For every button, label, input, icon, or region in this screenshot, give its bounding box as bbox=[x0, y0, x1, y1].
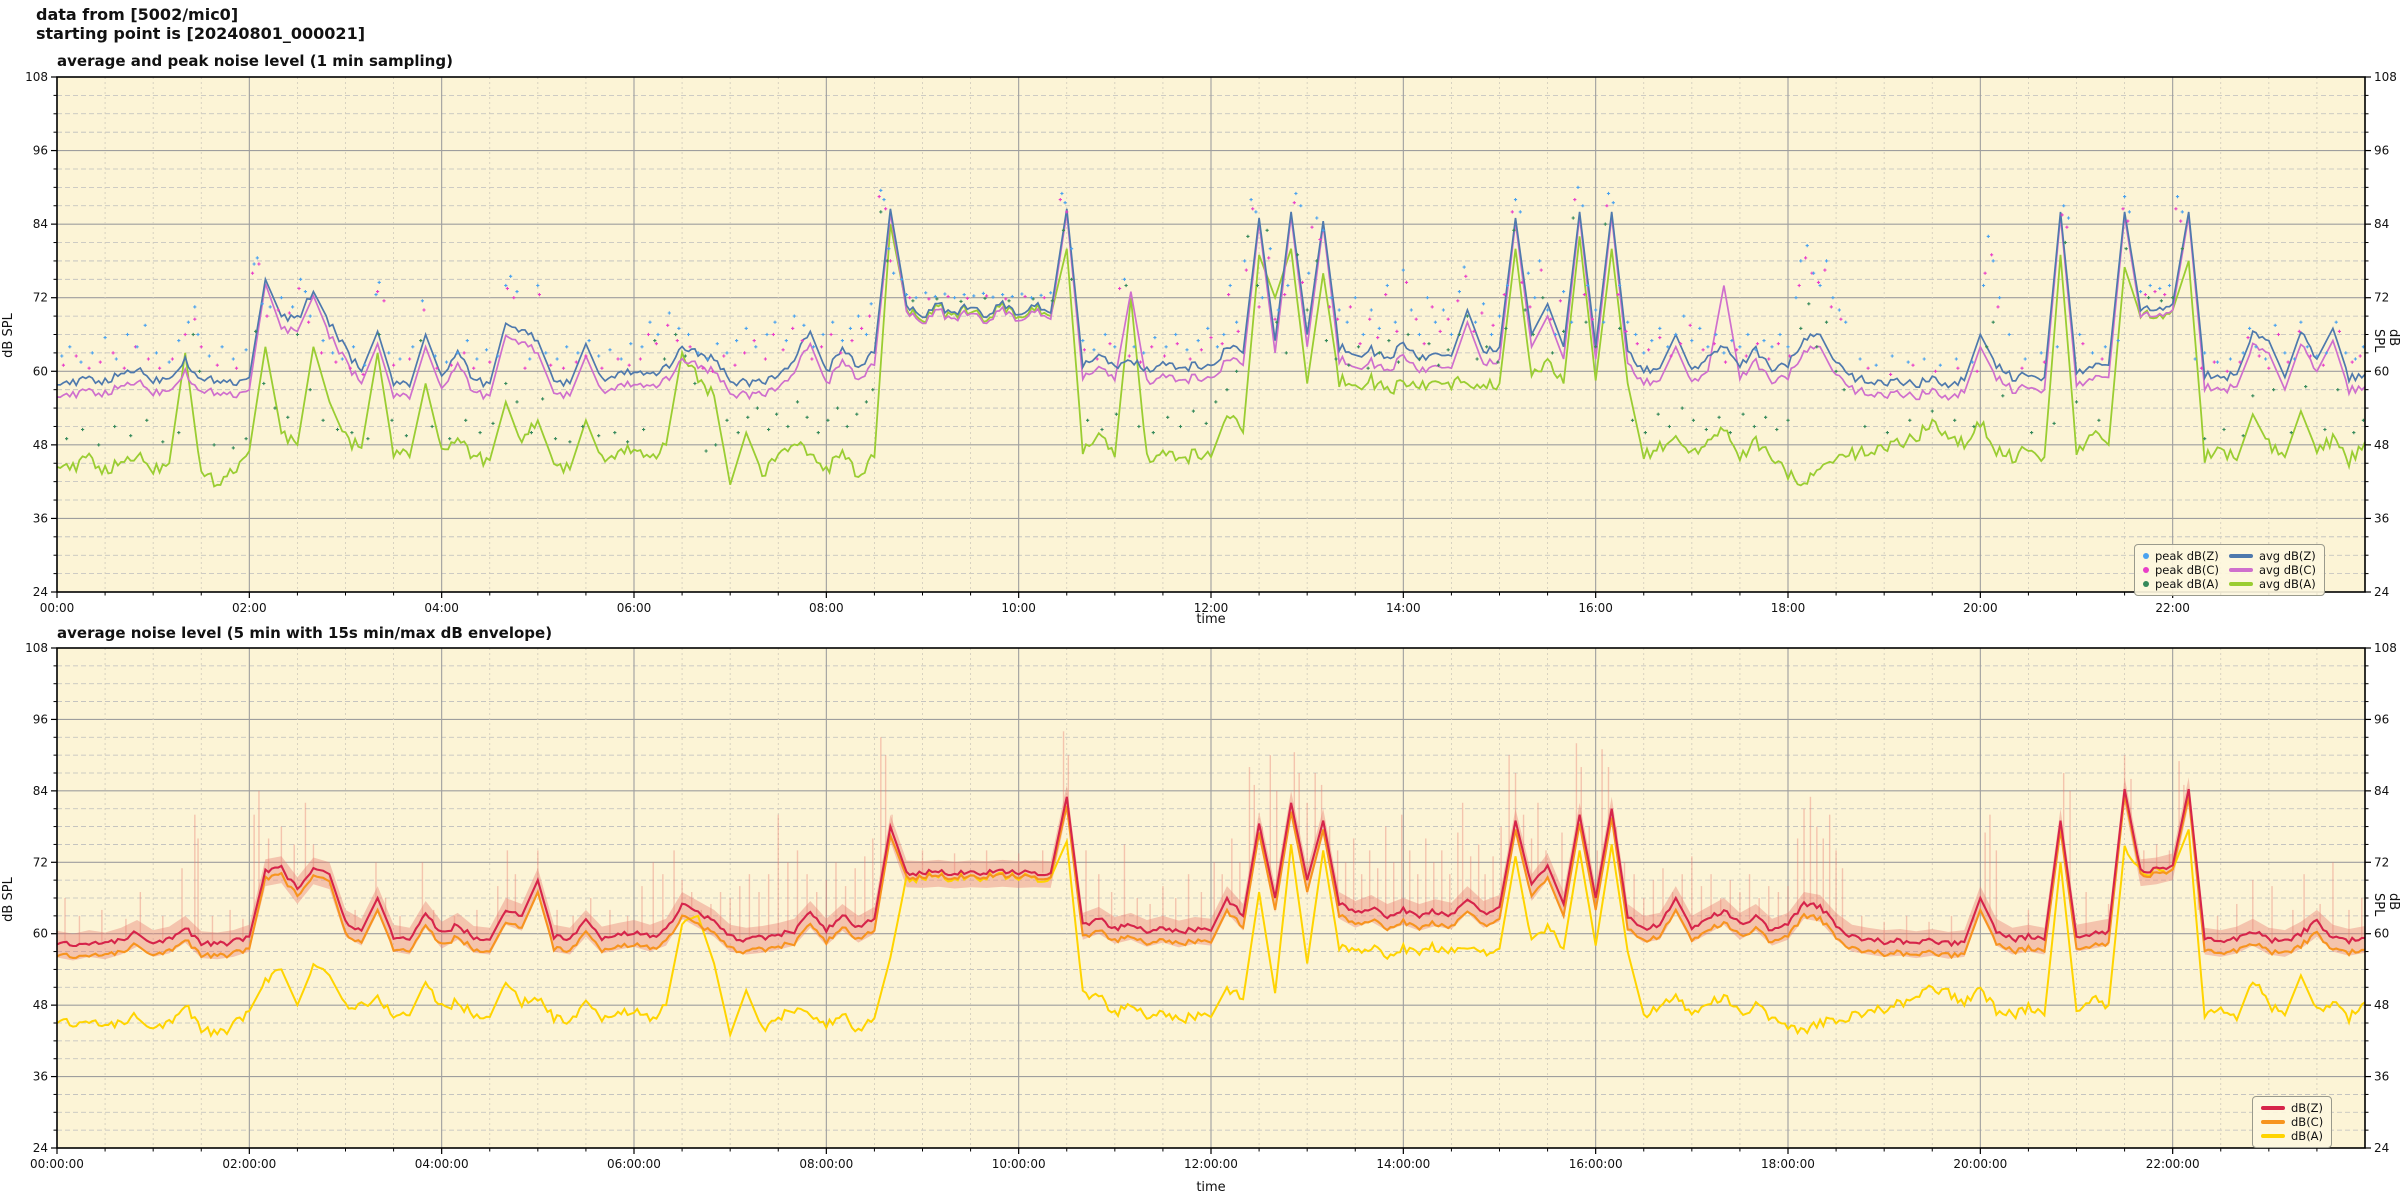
svg-text:06:00: 06:00 bbox=[617, 601, 652, 615]
svg-text:60: 60 bbox=[33, 364, 48, 378]
svg-text:08:00: 08:00 bbox=[809, 601, 844, 615]
header-line-1: data from [5002/mic0] bbox=[36, 5, 239, 24]
svg-text:24: 24 bbox=[33, 1141, 48, 1155]
legend-item-peak-z: peak dB(Z) bbox=[2143, 549, 2219, 563]
svg-text:12:00: 12:00 bbox=[1194, 601, 1229, 615]
bottom-legend: dB(Z) dB(C) dB(A) bbox=[2252, 1096, 2333, 1148]
svg-text:16:00: 16:00 bbox=[1578, 601, 1613, 615]
svg-text:72: 72 bbox=[33, 855, 48, 869]
svg-text:60: 60 bbox=[2374, 364, 2389, 378]
top-legend: peak dB(Z) peak dB(C) peak dB(A) avg dB(… bbox=[2134, 544, 2325, 596]
legend-label: peak dB(C) bbox=[2155, 563, 2219, 577]
svg-text:24: 24 bbox=[2374, 585, 2389, 599]
svg-text:96: 96 bbox=[2374, 144, 2389, 158]
svg-text:48: 48 bbox=[33, 998, 48, 1012]
bottom-yaxis-label-left: dB SPL bbox=[0, 877, 16, 922]
svg-text:02:00: 02:00 bbox=[232, 601, 267, 615]
avg-c-line-icon bbox=[2228, 568, 2253, 572]
legend-label: peak dB(A) bbox=[2155, 577, 2219, 591]
svg-text:16:00:00: 16:00:00 bbox=[1569, 1157, 1623, 1171]
top-yaxis-label-left: dB SPL bbox=[0, 313, 16, 358]
svg-text:96: 96 bbox=[33, 144, 48, 158]
svg-text:02:00:00: 02:00:00 bbox=[222, 1157, 276, 1171]
svg-text:36: 36 bbox=[2374, 1070, 2389, 1084]
svg-text:18:00:00: 18:00:00 bbox=[1761, 1157, 1815, 1171]
header-line-2: starting point is [20240801_000021] bbox=[36, 24, 366, 43]
svg-text:14:00:00: 14:00:00 bbox=[1376, 1157, 1430, 1171]
svg-text:36: 36 bbox=[33, 511, 48, 525]
bottom-xaxis-label: time bbox=[1196, 1180, 1226, 1195]
svg-text:22:00:00: 22:00:00 bbox=[2146, 1157, 2200, 1171]
peak-z-marker-icon bbox=[2143, 553, 2149, 559]
svg-text:20:00:00: 20:00:00 bbox=[1953, 1157, 2007, 1171]
legend-label: peak dB(Z) bbox=[2155, 549, 2219, 563]
legend-item-peak-a: peak dB(A) bbox=[2143, 577, 2219, 591]
peak-a-marker-icon bbox=[2143, 581, 2149, 587]
legend-item-c: dB(C) bbox=[2261, 1115, 2323, 1129]
avg-a-line-icon bbox=[2228, 582, 2253, 586]
legend-item-avg-c: avg dB(C) bbox=[2228, 563, 2316, 577]
svg-text:48: 48 bbox=[2374, 438, 2389, 452]
bottom-chart-title: average noise level (5 min with 15s min/… bbox=[57, 624, 553, 642]
svg-text:22:00: 22:00 bbox=[2155, 601, 2190, 615]
svg-text:20:00: 20:00 bbox=[1963, 601, 1998, 615]
avg-z-line-icon bbox=[2228, 554, 2253, 558]
svg-text:10:00: 10:00 bbox=[1001, 601, 1036, 615]
legend-label: dB(A) bbox=[2291, 1129, 2324, 1143]
top-xaxis-label: time bbox=[1196, 612, 1226, 627]
svg-text:14:00: 14:00 bbox=[1386, 601, 1421, 615]
legend-label: dB(C) bbox=[2291, 1115, 2324, 1129]
top-chart-title: average and peak noise level (1 min samp… bbox=[57, 52, 453, 70]
svg-text:84: 84 bbox=[2374, 217, 2389, 231]
svg-text:12:00:00: 12:00:00 bbox=[1184, 1157, 1238, 1171]
svg-text:24: 24 bbox=[2374, 1141, 2389, 1155]
svg-text:84: 84 bbox=[33, 217, 48, 231]
svg-text:84: 84 bbox=[33, 784, 48, 798]
legend-item-avg-a: avg dB(A) bbox=[2228, 577, 2316, 591]
svg-text:24: 24 bbox=[33, 585, 48, 599]
svg-text:96: 96 bbox=[33, 712, 48, 726]
legend-label: avg dB(Z) bbox=[2258, 549, 2316, 563]
svg-text:08:00:00: 08:00:00 bbox=[799, 1157, 853, 1171]
svg-text:84: 84 bbox=[2374, 784, 2389, 798]
svg-text:108: 108 bbox=[2374, 641, 2397, 655]
svg-text:00:00:00: 00:00:00 bbox=[30, 1157, 84, 1171]
svg-text:72: 72 bbox=[33, 291, 48, 305]
svg-text:36: 36 bbox=[2374, 511, 2389, 525]
svg-text:108: 108 bbox=[25, 70, 48, 84]
legend-item-z: dB(Z) bbox=[2261, 1101, 2323, 1115]
db-a-line-icon bbox=[2261, 1134, 2285, 1138]
legend-label: avg dB(A) bbox=[2258, 577, 2316, 591]
svg-text:36: 36 bbox=[33, 1070, 48, 1084]
svg-text:72: 72 bbox=[2374, 855, 2389, 869]
top-yaxis-label-right: dB SPL bbox=[2371, 329, 2400, 353]
legend-label: avg dB(C) bbox=[2258, 563, 2316, 577]
svg-text:06:00:00: 06:00:00 bbox=[607, 1157, 661, 1171]
svg-text:72: 72 bbox=[2374, 291, 2389, 305]
legend-label: dB(Z) bbox=[2291, 1101, 2324, 1115]
svg-text:60: 60 bbox=[2374, 927, 2389, 941]
svg-text:60: 60 bbox=[33, 927, 48, 941]
db-z-line-icon bbox=[2261, 1106, 2285, 1110]
legend-item-a: dB(A) bbox=[2261, 1129, 2323, 1143]
svg-text:18:00: 18:00 bbox=[1771, 601, 1806, 615]
svg-text:48: 48 bbox=[2374, 998, 2389, 1012]
legend-item-peak-c: peak dB(C) bbox=[2143, 563, 2219, 577]
db-c-line-icon bbox=[2261, 1120, 2285, 1124]
svg-text:10:00:00: 10:00:00 bbox=[992, 1157, 1046, 1171]
peak-c-marker-icon bbox=[2143, 567, 2149, 573]
svg-text:108: 108 bbox=[25, 641, 48, 655]
svg-text:00:00: 00:00 bbox=[40, 601, 75, 615]
svg-text:04:00: 04:00 bbox=[424, 601, 459, 615]
svg-text:96: 96 bbox=[2374, 712, 2389, 726]
svg-text:48: 48 bbox=[33, 438, 48, 452]
bottom-yaxis-label-right: dB SPL bbox=[2371, 893, 2400, 917]
svg-text:108: 108 bbox=[2374, 70, 2397, 84]
svg-text:04:00:00: 04:00:00 bbox=[415, 1157, 469, 1171]
legend-item-avg-z: avg dB(Z) bbox=[2228, 549, 2316, 563]
